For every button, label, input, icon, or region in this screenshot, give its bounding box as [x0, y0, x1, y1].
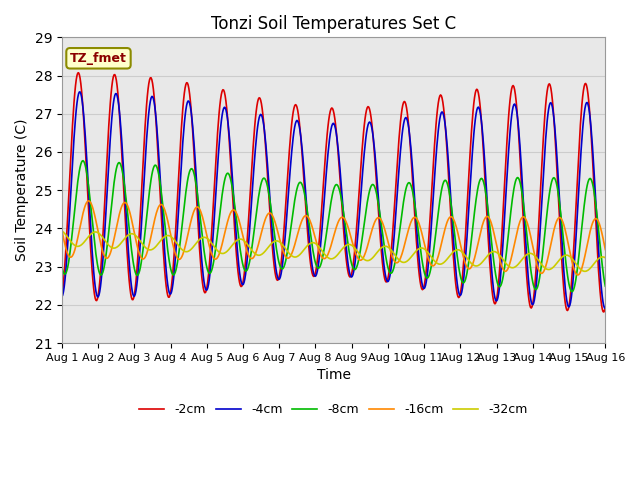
-16cm [84, 198, 92, 204]
-2cm [600, 309, 607, 315]
-4cm [209, 244, 216, 250]
-8cm [602, 283, 609, 289]
Line: -16cm: -16cm [62, 201, 605, 275]
-2cm [209, 218, 216, 224]
-32cm [58, 228, 66, 234]
-32cm [581, 268, 589, 274]
-4cm [68, 173, 76, 179]
Line: -2cm: -2cm [62, 73, 605, 312]
Line: -4cm: -4cm [62, 92, 605, 308]
-32cm [208, 240, 216, 246]
-8cm [416, 244, 424, 250]
-4cm [76, 89, 84, 95]
Text: TZ_fmet: TZ_fmet [70, 52, 127, 65]
-16cm [58, 228, 66, 233]
-2cm [602, 304, 609, 310]
-8cm [209, 265, 216, 271]
-8cm [125, 218, 132, 224]
-32cm [124, 232, 131, 238]
-32cm [602, 255, 609, 261]
-2cm [75, 70, 83, 76]
-4cm [401, 118, 408, 123]
-16cm [401, 243, 408, 249]
-2cm [416, 279, 424, 285]
-2cm [58, 293, 66, 299]
-16cm [180, 249, 188, 255]
-8cm [180, 208, 188, 214]
Line: -8cm: -8cm [62, 161, 605, 292]
Legend: -2cm, -4cm, -8cm, -16cm, -32cm: -2cm, -4cm, -8cm, -16cm, -32cm [134, 398, 532, 421]
-16cm [416, 224, 424, 230]
-2cm [401, 98, 408, 104]
-16cm [574, 272, 582, 278]
-8cm [79, 158, 87, 164]
-32cm [179, 247, 187, 253]
-4cm [602, 305, 609, 311]
-4cm [58, 294, 66, 300]
-16cm [602, 247, 609, 252]
-8cm [401, 194, 408, 200]
Title: Tonzi Soil Temperatures Set C: Tonzi Soil Temperatures Set C [211, 15, 456, 33]
Y-axis label: Soil Temperature (C): Soil Temperature (C) [15, 119, 29, 262]
-8cm [568, 289, 576, 295]
Line: -32cm: -32cm [62, 231, 605, 271]
-16cm [125, 205, 132, 211]
-4cm [416, 267, 424, 273]
-32cm [415, 246, 423, 252]
-2cm [125, 268, 132, 274]
-32cm [68, 240, 76, 245]
-4cm [180, 129, 188, 135]
-16cm [209, 252, 216, 258]
-8cm [68, 235, 76, 240]
-32cm [399, 260, 407, 265]
-8cm [58, 264, 66, 270]
-2cm [68, 136, 76, 142]
-16cm [68, 254, 76, 260]
X-axis label: Time: Time [317, 368, 351, 382]
-2cm [180, 97, 188, 103]
-4cm [125, 249, 132, 254]
